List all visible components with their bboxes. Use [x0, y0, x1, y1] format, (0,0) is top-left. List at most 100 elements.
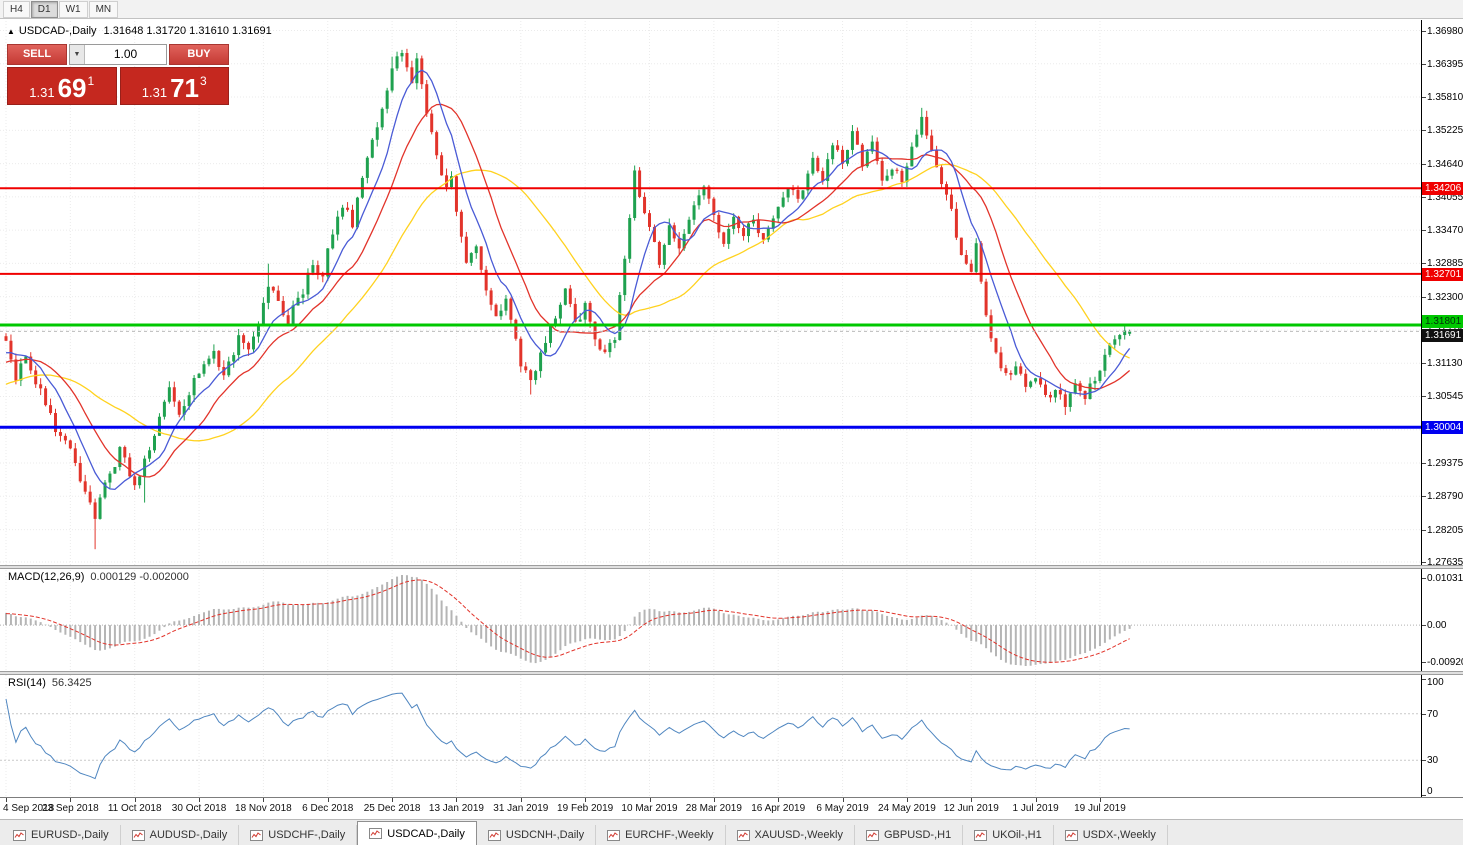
scale-tick [1422, 496, 1426, 498]
tab-label: GBPUSD-,H1 [883, 829, 952, 841]
price-scale[interactable]: 1.36980 1.36395 1.35810 1.35225 1.34640 1.340… [1421, 20, 1463, 797]
tab-usdx-weekly[interactable]: USDX-,Weekly [1054, 825, 1168, 845]
chart-tab-icon [607, 829, 621, 841]
date-label: 6 Dec 2018 [302, 803, 354, 814]
date-label: 30 Oct 2018 [171, 803, 227, 814]
buy-price-sup: 3 [200, 74, 207, 88]
tab-eurusd-daily[interactable]: EURUSD-,Daily [2, 825, 121, 845]
axis-tick [263, 798, 265, 802]
scale-tick [1422, 562, 1426, 563]
chart-tab-icon [369, 828, 383, 839]
scale-tick [1422, 713, 1426, 715]
price-scale-label: 1.35810 [1427, 92, 1463, 104]
date-label: 6 May 2019 [816, 803, 869, 814]
timeframe-w1-button[interactable]: W1 [58, 0, 88, 18]
chart-tab-icon [865, 829, 879, 841]
macd-values: 0.000129 -0.002000 [90, 571, 189, 583]
axis-tick [327, 798, 329, 802]
scale-tick [1422, 63, 1426, 65]
axis-tick [778, 798, 780, 802]
chart-tab-icon [1064, 829, 1078, 841]
volume-input[interactable]: ▼ 1.00 [69, 44, 167, 65]
timeframe-d1-button[interactable]: D1 [30, 0, 58, 18]
axis-tick [199, 798, 201, 802]
axis-tick [906, 798, 908, 802]
price-scale-label: 1.34055 [1427, 191, 1463, 203]
buy-button[interactable]: BUY [169, 44, 229, 65]
date-label: 19 Feb 2019 [557, 803, 614, 814]
chart-canvas[interactable] [0, 0, 1421, 797]
tab-eurchf-weekly[interactable]: EURCHF-,Weekly [596, 825, 726, 845]
price-scale-label: 1.29375 [1427, 458, 1463, 470]
scale-tick [1422, 30, 1426, 32]
price-level-tag: 1.30004 [1422, 421, 1463, 435]
timeframe-mn-button[interactable]: MN [88, 0, 119, 18]
one-click-trading-panel: SELL ▼ 1.00 BUY 1.31 69 1 1.31 71 3 [7, 44, 229, 105]
date-label: 23 Sep 2018 [41, 803, 99, 814]
price-scale-label: 1.27635 [1427, 557, 1463, 568]
chart-tab-icon [736, 829, 750, 841]
volume-dropdown-icon[interactable]: ▼ [70, 45, 85, 64]
price-level-tag: 1.31801 [1422, 315, 1463, 329]
tab-label: EURUSD-,Daily [31, 829, 109, 841]
tab-label: USDCAD-,Daily [387, 827, 465, 840]
date-label: 18 Nov 2018 [235, 803, 292, 814]
chart-tab-icon [13, 829, 26, 841]
rsi-scale-label: 30 [1427, 755, 1439, 767]
tab-label: USDCHF-,Daily [268, 829, 346, 841]
panel-splitter-macd[interactable] [0, 565, 1463, 569]
scale-tick [1422, 463, 1426, 465]
time-axis[interactable]: 4 Sep 2018 23 Sep 2018 11 Oct 2018 30 Oct 2… [0, 797, 1463, 819]
price-scale-label: 1.36980 [1427, 25, 1463, 37]
rsi-indicator-label: RSI(14) 56.3425 [8, 677, 92, 689]
buy-price-display[interactable]: 1.31 71 3 [119, 67, 229, 105]
tab-xauusd-weekly[interactable]: XAUUSD-,Weekly [726, 825, 855, 845]
timeframe-h4-button[interactable]: H4 [3, 0, 30, 18]
volume-value: 1.00 [113, 47, 138, 61]
date-label: 31 Jan 2019 [493, 803, 549, 814]
axis-tick [971, 798, 973, 802]
chart-tab-icon [250, 829, 264, 841]
tab-audusd-daily[interactable]: AUDUSD-,Daily [121, 825, 240, 845]
scale-tick [1422, 396, 1426, 398]
macd-name: MACD(12,26,9) [8, 571, 85, 583]
macd-scale-label: -0.009203 [1427, 657, 1463, 668]
scale-tick [1422, 679, 1426, 680]
sell-price-sup: 1 [87, 74, 95, 88]
axis-tick [70, 798, 72, 802]
tab-label: AUDUSD-,Daily [149, 829, 228, 841]
panel-splitter-rsi[interactable] [0, 671, 1463, 675]
sell-price-display[interactable]: 1.31 69 1 [7, 67, 117, 105]
macd-scale-label: 0.00 [1427, 620, 1447, 632]
scale-tick [1422, 230, 1426, 232]
one-click-panel-toggle-icon[interactable]: ▲ [7, 27, 15, 36]
buy-price-big: 71 [170, 73, 200, 103]
rsi-scale-label: 0 [1427, 786, 1433, 797]
scale-tick [1422, 760, 1426, 762]
tab-usdcad-daily[interactable]: USDCAD-,Daily [357, 821, 477, 845]
tab-gbpusd-h1[interactable]: GBPUSD-,H1 [855, 825, 964, 845]
date-label: 28 Mar 2019 [685, 803, 742, 814]
scale-tick [1422, 795, 1426, 796]
date-label: 25 Dec 2018 [363, 803, 421, 814]
tab-label: UKOil-,H1 [992, 829, 1042, 841]
price-scale-label: 1.32885 [1427, 258, 1463, 270]
date-label: 1 Jul 2019 [1012, 803, 1059, 814]
rsi-value: 56.3425 [51, 677, 92, 689]
tab-label: XAUUSD-,Weekly [754, 829, 843, 841]
tab-ukoil-h1[interactable]: UKOil-,H1 [963, 825, 1054, 845]
axis-tick [134, 798, 136, 802]
price-scale-label: 1.28790 [1427, 491, 1463, 503]
sell-button[interactable]: SELL [7, 44, 67, 65]
scale-tick [1422, 363, 1426, 365]
price-scale-label: 1.35225 [1427, 125, 1463, 137]
tab-usdcnh-daily[interactable]: USDCNH-,Daily [477, 825, 597, 845]
scale-tick [1422, 578, 1426, 579]
axis-tick [456, 798, 458, 802]
timeframe-toolbar: H4 D1 W1 MN [0, 0, 1463, 19]
axis-tick [585, 798, 587, 802]
scale-tick [1422, 529, 1426, 531]
tab-usdchf-daily[interactable]: USDCHF-,Daily [239, 825, 358, 845]
price-scale-label: 1.31130 [1427, 358, 1463, 370]
date-label: 4 Sep 2018 [3, 803, 55, 814]
